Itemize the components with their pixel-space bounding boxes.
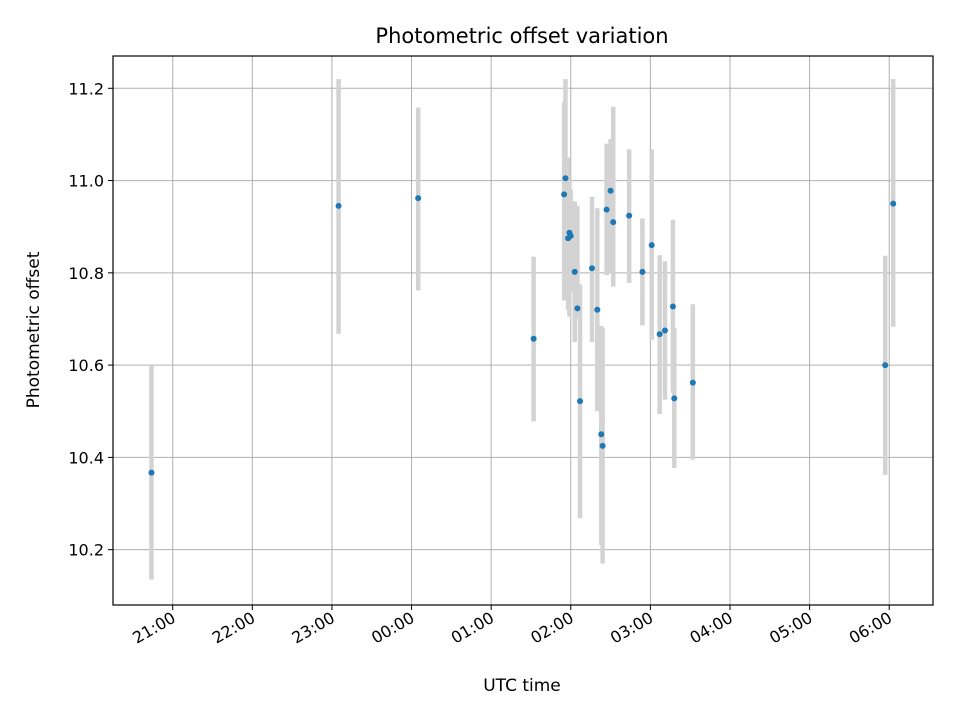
data-point bbox=[599, 442, 606, 449]
x-tick-label: 05:00 bbox=[766, 608, 815, 648]
y-tick-label: 10.2 bbox=[68, 541, 104, 560]
data-point bbox=[610, 219, 617, 226]
data-point bbox=[148, 469, 155, 476]
plot-frame bbox=[112, 55, 934, 606]
data-point bbox=[669, 303, 676, 310]
data-point bbox=[603, 206, 610, 213]
data-point bbox=[574, 305, 581, 312]
error-bars bbox=[149, 79, 896, 580]
axis-ticks: 21:00 22:00 23:00 00:00 01:00 02:00 03:00 04:00… bbox=[68, 79, 895, 647]
data-point bbox=[689, 379, 696, 386]
data-point bbox=[607, 187, 614, 194]
x-tick-label: 04:00 bbox=[687, 608, 736, 648]
data-point bbox=[639, 268, 646, 275]
data-point bbox=[530, 335, 537, 342]
y-tick-label: 10.6 bbox=[68, 356, 104, 375]
x-tick-label: 21:00 bbox=[129, 608, 178, 648]
data-points bbox=[148, 175, 897, 476]
data-point bbox=[626, 212, 633, 219]
data-point bbox=[656, 331, 663, 338]
y-tick-label: 10.4 bbox=[68, 448, 104, 467]
data-point bbox=[562, 175, 569, 182]
data-point bbox=[571, 268, 578, 275]
grid bbox=[113, 56, 933, 605]
y-axis-label: Photometric offset bbox=[24, 251, 44, 408]
data-point bbox=[648, 242, 655, 249]
data-point bbox=[335, 202, 342, 209]
data-point bbox=[577, 398, 584, 405]
x-tick-label: 02:00 bbox=[527, 608, 576, 648]
x-tick-label: 03:00 bbox=[607, 608, 656, 648]
x-tick-label: 22:00 bbox=[209, 608, 258, 648]
data-point bbox=[588, 265, 595, 272]
data-point bbox=[594, 306, 601, 313]
data-point bbox=[561, 191, 568, 198]
y-tick-label: 11.2 bbox=[68, 79, 104, 98]
data-point bbox=[661, 327, 668, 334]
data-point bbox=[882, 362, 889, 369]
y-tick-label: 10.8 bbox=[68, 264, 104, 283]
data-point bbox=[567, 232, 574, 239]
data-point bbox=[890, 200, 897, 207]
data-point bbox=[415, 195, 422, 202]
x-axis-label: UTC time bbox=[483, 676, 561, 696]
data-point bbox=[671, 395, 678, 402]
x-tick-label: 01:00 bbox=[448, 608, 497, 648]
x-tick-label: 00:00 bbox=[368, 608, 417, 648]
data-point bbox=[598, 431, 605, 438]
chart-title: Photometric offset variation bbox=[375, 24, 668, 48]
y-tick-label: 11.0 bbox=[68, 172, 104, 191]
x-tick-label: 23:00 bbox=[289, 608, 338, 648]
x-tick-label: 06:00 bbox=[846, 608, 895, 648]
